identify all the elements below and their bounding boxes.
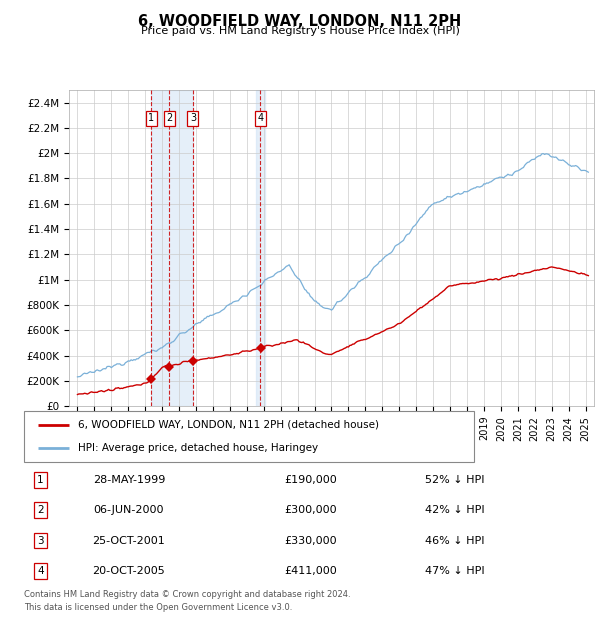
Text: 46% ↓ HPI: 46% ↓ HPI <box>425 536 484 546</box>
Text: Price paid vs. HM Land Registry's House Price Index (HPI): Price paid vs. HM Land Registry's House … <box>140 26 460 36</box>
Text: 52% ↓ HPI: 52% ↓ HPI <box>425 475 484 485</box>
Text: 6, WOODFIELD WAY, LONDON, N11 2PH: 6, WOODFIELD WAY, LONDON, N11 2PH <box>139 14 461 29</box>
Text: £300,000: £300,000 <box>285 505 337 515</box>
Text: This data is licensed under the Open Government Licence v3.0.: This data is licensed under the Open Gov… <box>24 603 292 612</box>
Text: 42% ↓ HPI: 42% ↓ HPI <box>425 505 484 515</box>
Text: HPI: Average price, detached house, Haringey: HPI: Average price, detached house, Hari… <box>78 443 318 453</box>
Bar <box>151 90 193 406</box>
Text: 1: 1 <box>37 475 44 485</box>
Text: 2: 2 <box>37 505 44 515</box>
Text: 3: 3 <box>37 536 44 546</box>
Text: 25-OCT-2001: 25-OCT-2001 <box>92 536 165 546</box>
Text: 6, WOODFIELD WAY, LONDON, N11 2PH (detached house): 6, WOODFIELD WAY, LONDON, N11 2PH (detac… <box>78 420 379 430</box>
Text: 20-OCT-2005: 20-OCT-2005 <box>92 566 165 576</box>
Text: 47% ↓ HPI: 47% ↓ HPI <box>425 566 484 576</box>
Text: 06-JUN-2000: 06-JUN-2000 <box>94 505 164 515</box>
Text: 2: 2 <box>166 113 173 123</box>
Text: 4: 4 <box>37 566 44 576</box>
Text: £411,000: £411,000 <box>284 566 337 576</box>
Text: 28-MAY-1999: 28-MAY-1999 <box>92 475 165 485</box>
Text: 4: 4 <box>257 113 263 123</box>
Text: Contains HM Land Registry data © Crown copyright and database right 2024.: Contains HM Land Registry data © Crown c… <box>24 590 350 600</box>
FancyBboxPatch shape <box>24 411 474 462</box>
Text: 3: 3 <box>190 113 196 123</box>
Text: £330,000: £330,000 <box>285 536 337 546</box>
Text: 1: 1 <box>148 113 155 123</box>
Text: £190,000: £190,000 <box>284 475 337 485</box>
Bar <box>256 90 265 406</box>
